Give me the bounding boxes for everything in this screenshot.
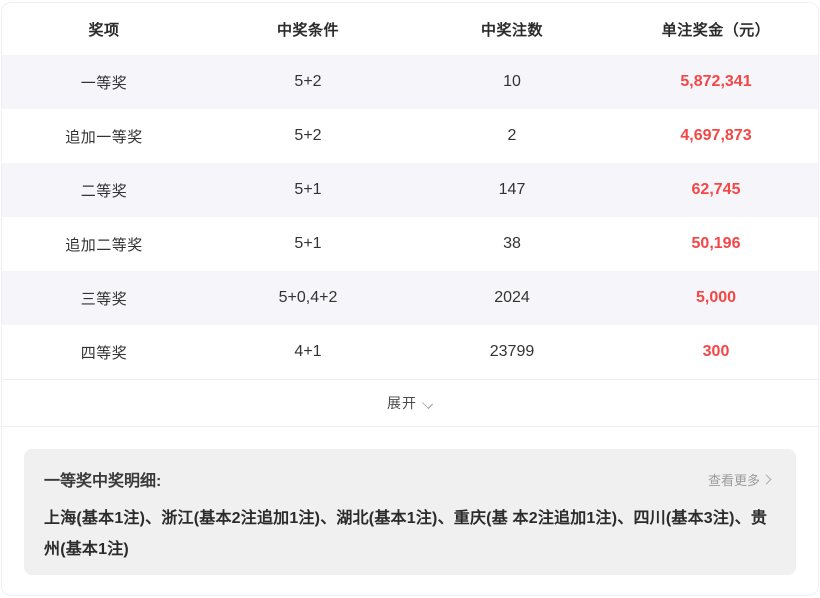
count-cell: 38 (503, 235, 521, 252)
count-cell: 2 (507, 127, 517, 144)
column-header-count: 中奖注数 (480, 21, 543, 39)
column-header-amount: 单注奖金（元） (661, 21, 771, 39)
condition-cell: 5+1 (294, 235, 322, 252)
view-more-link[interactable]: 查看更多 (708, 470, 772, 489)
expand-label: 展开 (387, 395, 417, 411)
count-cell: 147 (498, 181, 526, 198)
prize-amount-cell: 4,697,873 (680, 127, 752, 144)
table-row: 二等奖 5+1 147 62,745 (2, 163, 818, 217)
prize-amount-cell: 5,000 (695, 289, 737, 306)
prize-name-cell: 四等奖 (80, 344, 128, 362)
column-header-condition: 中奖条件 (276, 21, 339, 39)
count-cell: 23799 (489, 343, 535, 360)
condition-cell: 5+0,4+2 (278, 289, 338, 306)
details-text: 上海(基本1注)、浙江(基本2注追加1注)、湖北(基本1注)、重庆(基 本2注追… (44, 510, 768, 558)
prize-amount-cell: 62,745 (691, 181, 741, 198)
first-prize-details-card: 一等奖中奖明细: 查看更多 上海(基本1注)、浙江(基本2注追加1注)、湖北(基… (24, 449, 796, 575)
condition-cell: 5+2 (294, 127, 322, 144)
table-row: 追加一等奖 5+2 2 4,697,873 (2, 109, 818, 163)
details-header: 一等奖中奖明细: 查看更多 (44, 467, 772, 491)
table-row: 四等奖 4+1 23799 300 (2, 325, 818, 379)
condition-cell: 5+1 (294, 181, 322, 198)
count-cell: 10 (503, 73, 521, 90)
details-title: 一等奖中奖明细: (44, 473, 162, 490)
condition-cell: 4+1 (294, 343, 322, 360)
prize-name-cell: 追加一等奖 (65, 128, 143, 146)
prize-amount-cell: 300 (702, 343, 730, 360)
prize-name-cell: 三等奖 (80, 290, 128, 308)
prize-amount-cell: 5,872,341 (680, 73, 752, 90)
table-row: 一等奖 5+2 10 5,872,341 (2, 55, 818, 109)
column-header-prize: 奖项 (88, 21, 120, 39)
chevron-right-icon (763, 474, 772, 485)
view-more-label: 查看更多 (707, 472, 760, 488)
table-row: 追加二等奖 5+1 38 50,196 (2, 217, 818, 271)
count-cell: 2024 (494, 289, 530, 306)
expand-button[interactable]: 展开 (2, 379, 818, 427)
prize-table: 奖项 中奖条件 中奖注数 单注奖金（元） 一等奖 5+2 10 5,872,34… (2, 3, 818, 427)
prize-name-cell: 二等奖 (80, 182, 128, 200)
prize-name-cell: 追加二等奖 (65, 236, 143, 254)
table-header-row: 奖项 中奖条件 中奖注数 单注奖金（元） (2, 3, 818, 55)
prize-name-cell: 一等奖 (80, 74, 128, 92)
prize-amount-cell: 50,196 (691, 235, 741, 252)
chevron-down-icon (422, 396, 433, 407)
condition-cell: 5+2 (294, 73, 322, 90)
table-row: 三等奖 5+0,4+2 2024 5,000 (2, 271, 818, 325)
